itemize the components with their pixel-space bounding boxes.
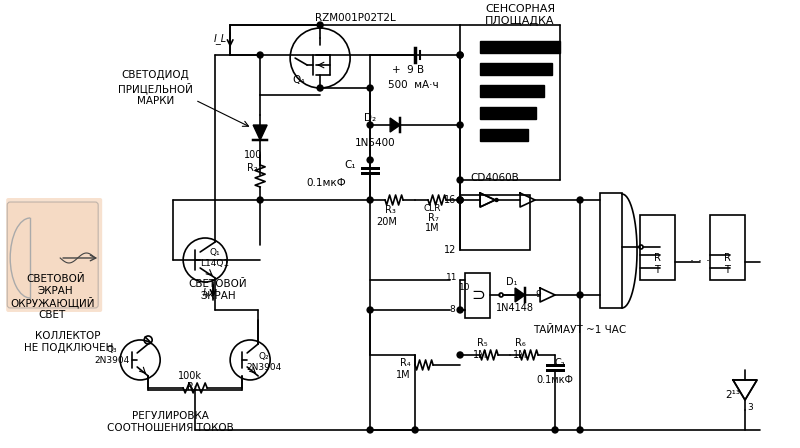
Circle shape [367, 197, 373, 203]
Text: СВЕТОДИОД
ПРИЦЕЛЬНОЙ
МАРКИ: СВЕТОДИОД ПРИЦЕЛЬНОЙ МАРКИ [118, 70, 193, 106]
Text: R₅: R₅ [477, 338, 487, 348]
Text: 12: 12 [444, 245, 456, 255]
Text: 9: 9 [535, 290, 541, 299]
Bar [480, 107, 536, 119]
Text: T: T [654, 265, 660, 275]
Text: СЕНСОРНАЯ
ПЛОЩАДКА: СЕНСОРНАЯ ПЛОЩАДКА [485, 4, 555, 26]
Text: Q₁
L14Q1: Q₁ L14Q1 [201, 248, 230, 268]
Circle shape [457, 307, 463, 313]
Text: R₂: R₂ [246, 163, 258, 173]
Circle shape [499, 293, 503, 297]
Text: 11: 11 [446, 273, 458, 283]
FancyBboxPatch shape [7, 202, 98, 308]
Text: R₇: R₇ [428, 213, 438, 223]
Bar [465, 273, 490, 318]
Text: 0.1мкФ: 0.1мкФ [306, 178, 346, 188]
Circle shape [257, 197, 263, 203]
Bar [480, 41, 560, 53]
Text: СВЕТОВОЙ
ЭКРАН: СВЕТОВОЙ ЭКРАН [189, 279, 247, 301]
Circle shape [457, 197, 463, 203]
Circle shape [412, 427, 418, 433]
Circle shape [367, 157, 373, 163]
Text: 1N5400: 1N5400 [354, 138, 395, 148]
Circle shape [577, 427, 583, 433]
Circle shape [457, 52, 463, 58]
Text: 0.1мкФ: 0.1мкФ [537, 375, 574, 385]
Circle shape [317, 85, 323, 91]
Circle shape [495, 198, 498, 202]
Text: C₁: C₁ [345, 160, 356, 170]
Text: CD4060B: CD4060B [470, 173, 519, 183]
Text: +  9 В: + 9 В [392, 65, 424, 75]
Text: 100k: 100k [178, 371, 202, 381]
Text: Q₃
2N3904: Q₃ 2N3904 [94, 345, 130, 365]
Text: D₂: D₂ [364, 113, 376, 123]
Text: R₁: R₁ [186, 382, 198, 392]
Text: СВЕТОВОЙ
ЭКРАН: СВЕТОВОЙ ЭКРАН [26, 274, 85, 296]
Text: КОЛЛЕКТОР
НЕ ПОДКЛЮЧЕН: КОЛЛЕКТОР НЕ ПОДКЛЮЧЕН [23, 331, 113, 353]
Text: ⊃: ⊃ [471, 286, 485, 304]
Polygon shape [515, 288, 525, 302]
Text: R₆: R₆ [514, 338, 526, 348]
Text: T: T [724, 265, 730, 275]
Circle shape [457, 122, 463, 128]
Text: C₂: C₂ [554, 358, 566, 368]
Text: R₃: R₃ [385, 205, 395, 215]
Text: CLR: CLR [423, 203, 441, 212]
Text: 1M: 1M [425, 223, 439, 233]
Text: R₄: R₄ [400, 358, 410, 368]
Text: 10: 10 [459, 284, 471, 293]
Text: R: R [654, 253, 661, 263]
Circle shape [552, 427, 558, 433]
Polygon shape [253, 125, 267, 140]
Text: 16: 16 [444, 195, 456, 205]
Bar [640, 215, 675, 280]
Circle shape [457, 177, 463, 183]
Circle shape [457, 352, 463, 358]
Text: RZM001P02T2L: RZM001P02T2L [314, 13, 395, 23]
Text: 1N4148: 1N4148 [496, 303, 534, 313]
Text: · · ·: · · · [690, 255, 710, 268]
Text: 1M: 1M [473, 350, 487, 360]
Circle shape [367, 85, 373, 91]
Text: 3: 3 [747, 404, 753, 413]
Bar [710, 215, 745, 280]
Text: 2¹³: 2¹³ [726, 390, 741, 400]
Text: Q₂
2N3904: Q₂ 2N3904 [246, 352, 282, 372]
Text: Iₚ: Iₚ [202, 288, 210, 298]
Text: D₁: D₁ [506, 277, 518, 287]
Bar [480, 63, 552, 75]
Text: 1M: 1M [396, 370, 410, 380]
Text: РЕГУЛИРОВКА
СООТНОШЕНИЯ ТОКОВ: РЕГУЛИРОВКА СООТНОШЕНИЯ ТОКОВ [106, 411, 234, 433]
Text: 1M: 1M [513, 350, 527, 360]
Text: 8: 8 [450, 306, 455, 314]
Text: R: R [723, 253, 730, 263]
Bar [480, 129, 528, 141]
Circle shape [317, 22, 323, 28]
Bar [460, 195, 530, 250]
Text: Q₄: Q₄ [292, 75, 304, 85]
Text: ОКРУЖАЮЩИЙ
СВЕТ: ОКРУЖАЮЩИЙ СВЕТ [10, 296, 94, 319]
Circle shape [457, 197, 463, 203]
FancyBboxPatch shape [6, 198, 102, 312]
Polygon shape [390, 118, 400, 132]
Text: ТАЙМАУТ ~1 ЧАС: ТАЙМАУТ ~1 ЧАС [534, 325, 626, 335]
Circle shape [367, 427, 373, 433]
Circle shape [457, 52, 463, 58]
Bar [480, 85, 544, 97]
Text: 100: 100 [244, 150, 262, 160]
Circle shape [577, 197, 583, 203]
Text: 500  мА·ч: 500 мА·ч [388, 80, 438, 90]
Circle shape [257, 52, 263, 58]
Bar [600, 193, 622, 308]
Circle shape [367, 122, 373, 128]
Circle shape [577, 292, 583, 298]
Circle shape [457, 197, 463, 203]
Text: I_L: I_L [214, 33, 226, 43]
Circle shape [367, 307, 373, 313]
Text: 20M: 20M [377, 217, 398, 227]
